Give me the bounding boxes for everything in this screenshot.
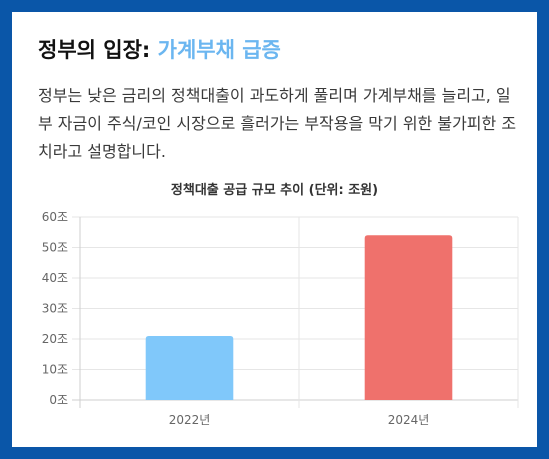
- y-tick-label: 20조: [42, 332, 68, 346]
- y-tick-label: 40조: [42, 271, 68, 285]
- y-tick-label: 50조: [42, 241, 68, 255]
- x-tick-label: 2022년: [169, 413, 211, 427]
- title-prefix: 정부의 입장:: [38, 38, 158, 62]
- page-title: 정부의 입장: 가계부채 급증: [38, 34, 281, 64]
- content-card: 정부의 입장: 가계부채 급증 정부는 낮은 금리의 정책대출이 과도하게 풀리…: [12, 12, 537, 447]
- bar-2022년: [145, 335, 234, 400]
- bar-layer: [145, 235, 453, 400]
- y-tick-label: 30조: [42, 302, 68, 316]
- y-tick-label: 0조: [49, 393, 68, 407]
- chart-title: 정책대출 공급 규모 추이 (단위: 조원): [170, 183, 379, 198]
- title-accent: 가계부채 급증: [157, 38, 281, 62]
- axis-layer: 0조 10조 20조 30조 40조 50조 60조 2022년 2024년: [42, 210, 430, 427]
- x-tick-label: 2024년: [388, 413, 430, 427]
- bar-chart: 0조 10조 20조 30조 40조 50조 60조 2022년 2024년: [42, 210, 519, 427]
- description-paragraph: 정부는 낮은 금리의 정책대출이 과도하게 풀리며 가계부채를 늘리고, 일부 …: [38, 86, 517, 161]
- bar-2024년: [364, 235, 453, 400]
- y-tick-label: 60조: [42, 210, 68, 224]
- y-tick-label: 10조: [42, 363, 68, 377]
